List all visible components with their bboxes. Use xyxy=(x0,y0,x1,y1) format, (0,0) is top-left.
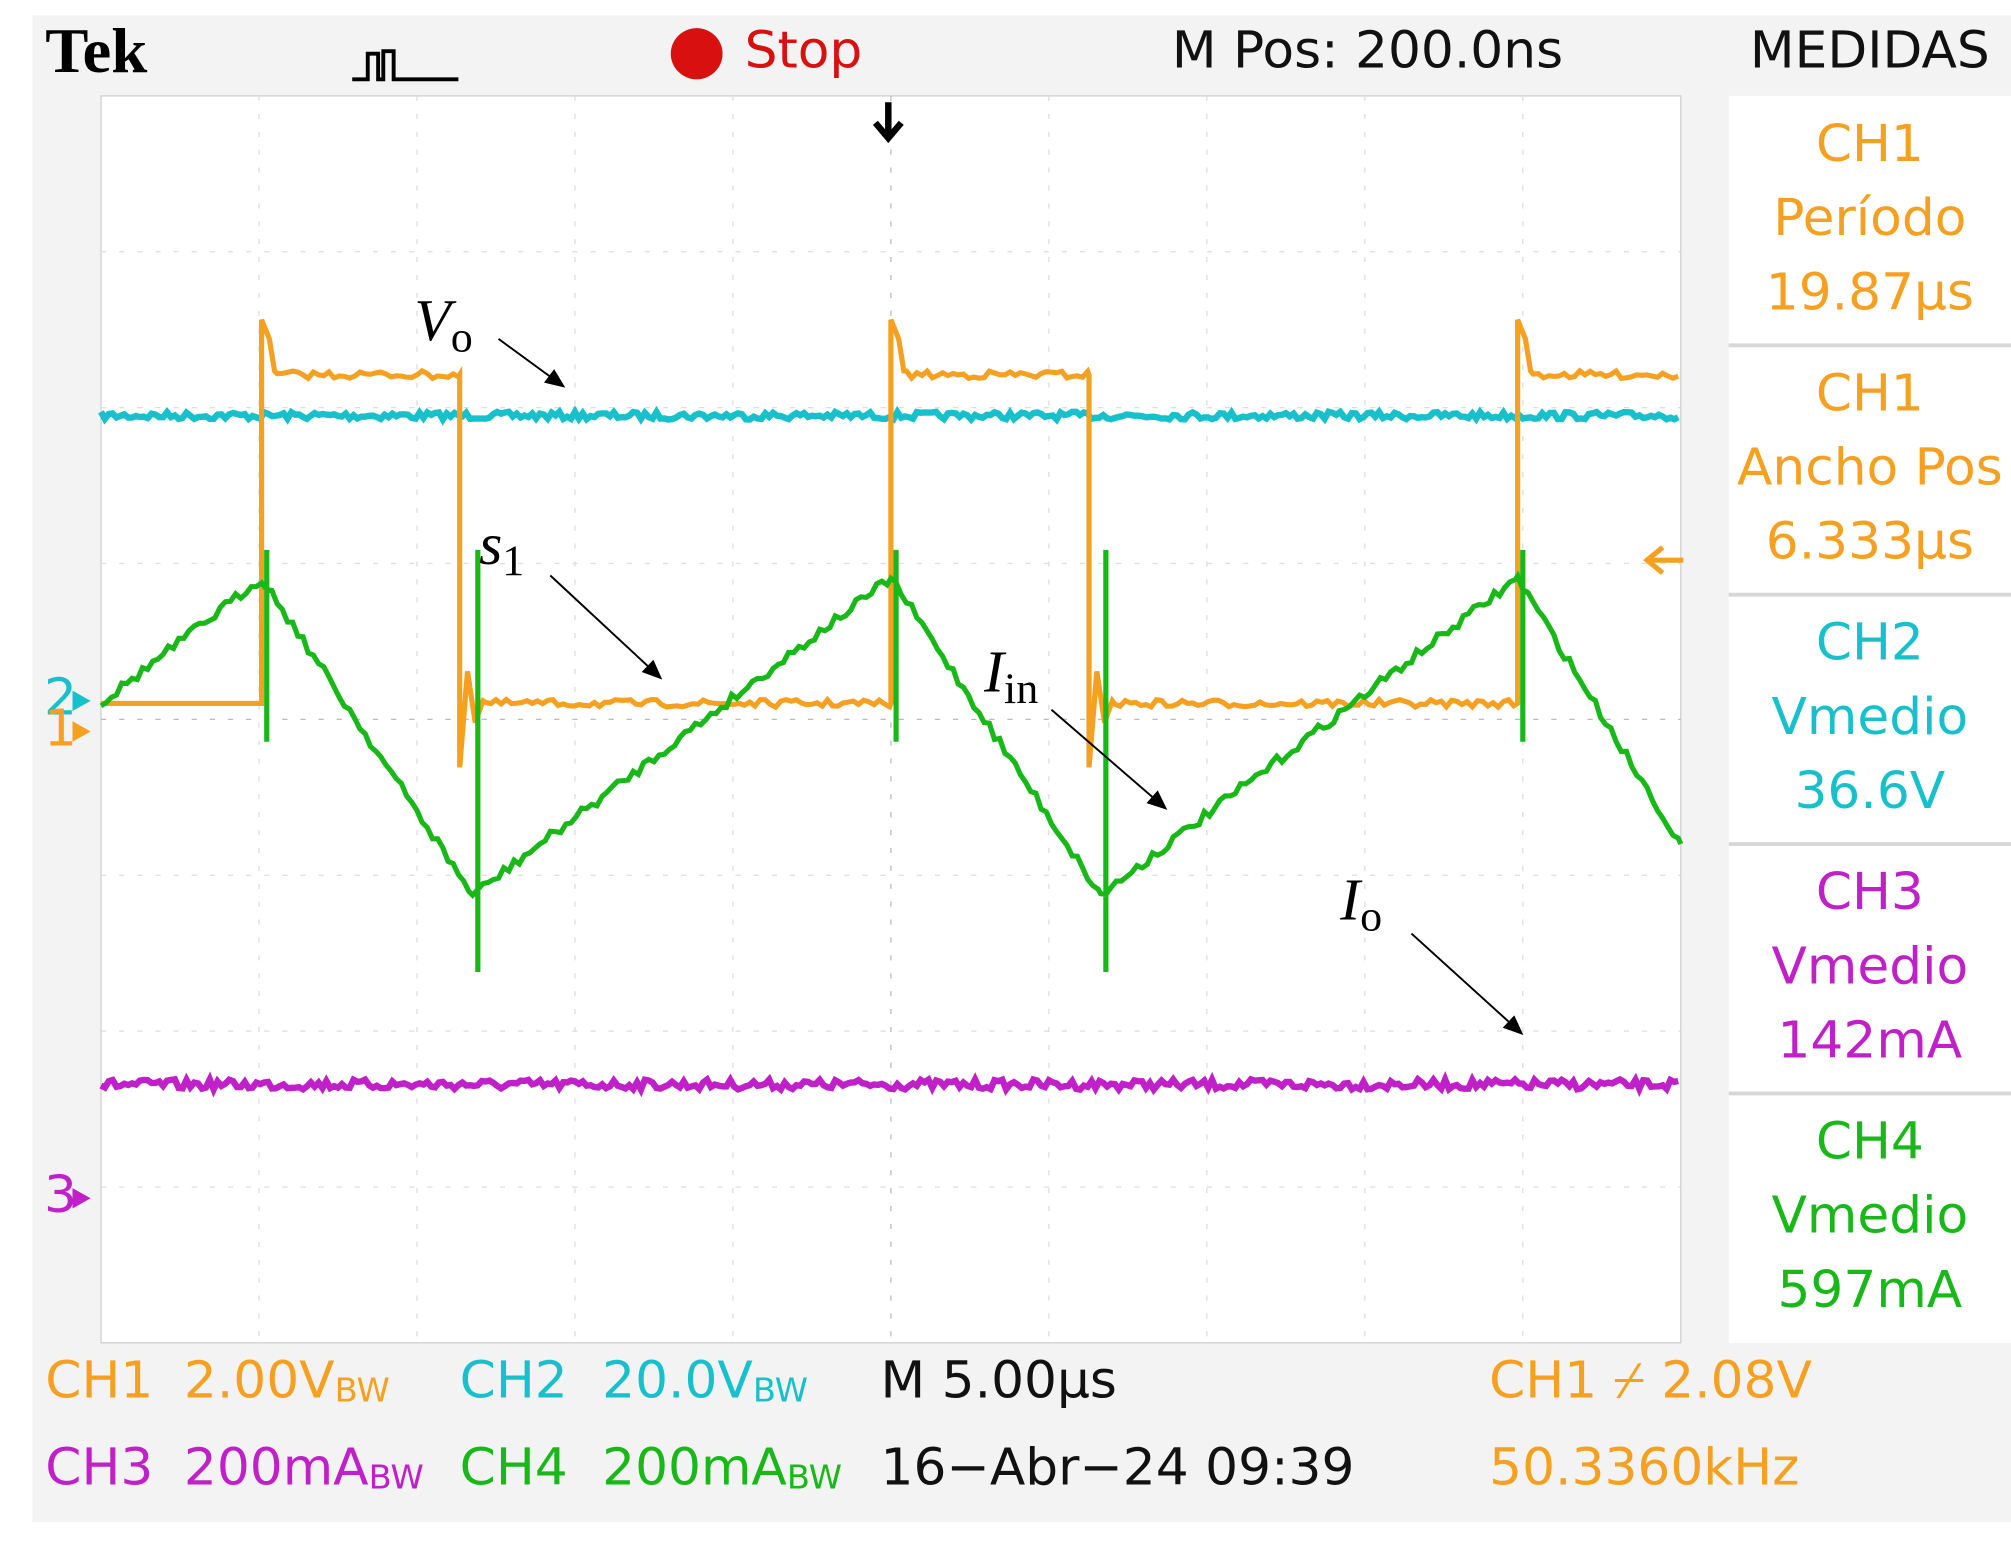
annotation-label: Io xyxy=(1339,866,1382,940)
annotation-symbol: V xyxy=(414,287,456,353)
measurement-value: 597mA xyxy=(1777,1260,1962,1320)
bandwidth-limit: BW xyxy=(335,1370,390,1409)
acquire-icon xyxy=(352,49,459,82)
annotation-symbol: s xyxy=(479,511,502,577)
annotation-label: Vo xyxy=(414,287,472,361)
annotation-arrow xyxy=(1050,709,1168,810)
channel-marker: 1 xyxy=(44,699,77,759)
waveforms: 213 xyxy=(44,318,1684,1226)
timebase: M 5.00µs xyxy=(881,1351,1117,1411)
annotation-arrow xyxy=(1410,932,1524,1035)
channel-scale: 20.0VBW xyxy=(602,1351,808,1411)
run-status: Stop xyxy=(745,21,863,81)
trigger-setting: CH1 ⌿ 2.08V xyxy=(1489,1351,1812,1411)
channel-label: CH3 xyxy=(45,1438,153,1498)
measurement-channel: CH4 xyxy=(1816,1112,1924,1172)
measurement-value: 142mA xyxy=(1777,1011,1962,1071)
scale-value: 200mA xyxy=(602,1438,787,1498)
ch1-trace xyxy=(101,318,1680,768)
channel-marker-arrow xyxy=(72,721,91,742)
bandwidth-limit: BW xyxy=(753,1370,808,1409)
panel-title: MEDIDAS xyxy=(1750,21,1990,81)
bandwidth-limit: BW xyxy=(369,1457,424,1496)
scale-value: 20.0V xyxy=(602,1351,753,1411)
channel-marker: 3 xyxy=(44,1166,77,1226)
annotation-subscript: in xyxy=(1004,665,1038,713)
trigger-position-marker xyxy=(872,102,904,144)
channel-label: CH2 xyxy=(460,1351,568,1411)
bandwidth-limit: BW xyxy=(787,1457,842,1496)
measurement-name: Vmedio xyxy=(1772,1186,1969,1246)
channel-marker-arrow xyxy=(72,690,91,712)
date-time: 16−Abr−24 09:39 xyxy=(881,1438,1355,1498)
measurement-value: 36.6V xyxy=(1794,761,1945,821)
graticule xyxy=(101,95,1681,1343)
channel-scale: 2.00VBW xyxy=(184,1351,390,1411)
measurement-value: 6.333µs xyxy=(1766,512,1974,572)
measurement-name: Período xyxy=(1773,188,1966,248)
annotation-label: s1 xyxy=(479,511,524,585)
measurements: CH1 Período 19.87µs CH1 Ancho Pos 6.333µs CH2 V… xyxy=(1728,114,2011,1320)
measurement-name: Vmedio xyxy=(1772,937,1969,997)
ch3-trace xyxy=(99,1070,1679,1098)
annotation-subscript: o xyxy=(1360,893,1382,941)
measurement-name: Vmedio xyxy=(1772,687,1969,747)
channel-label: CH1 xyxy=(45,1351,153,1411)
measurement-panel xyxy=(1728,95,2011,1343)
annotation-symbol: I xyxy=(1339,866,1363,932)
channel-label: CH4 xyxy=(460,1438,568,1498)
channel-marker-arrow xyxy=(72,1188,91,1209)
annotation-label: Iin xyxy=(983,639,1038,713)
measurement-channel: CH3 xyxy=(1816,862,1924,922)
measurement-channel: CH2 xyxy=(1816,613,1924,673)
channel-scale: 200mABW xyxy=(184,1438,424,1498)
measurement-channel: CH1 xyxy=(1816,364,1924,424)
channel-scale: 200mABW xyxy=(602,1438,842,1498)
measurement-channel: CH1 xyxy=(1816,114,1924,174)
measurement-value: 19.87µs xyxy=(1766,263,1974,323)
channel-marker: 2 xyxy=(44,668,77,728)
measurement-name: Ancho Pos xyxy=(1737,438,2003,498)
scale-value: 2.00V xyxy=(184,1351,335,1411)
stop-icon xyxy=(670,28,723,80)
scale-value: 200mA xyxy=(184,1438,369,1498)
trigger-frequency: 50.3360kHz xyxy=(1489,1438,1799,1498)
annotation-arrow xyxy=(549,574,663,680)
trigger-level-marker xyxy=(1643,545,1684,575)
annotation-subscript: o xyxy=(451,314,473,362)
annotation-subscript: 1 xyxy=(502,537,524,585)
horizontal-position: M Pos: 200.0ns xyxy=(1172,21,1563,81)
annotation-arrow xyxy=(497,338,566,388)
annotation-symbol: I xyxy=(983,639,1007,705)
ch4-trace xyxy=(99,549,1684,972)
brand: Tek xyxy=(45,16,147,87)
